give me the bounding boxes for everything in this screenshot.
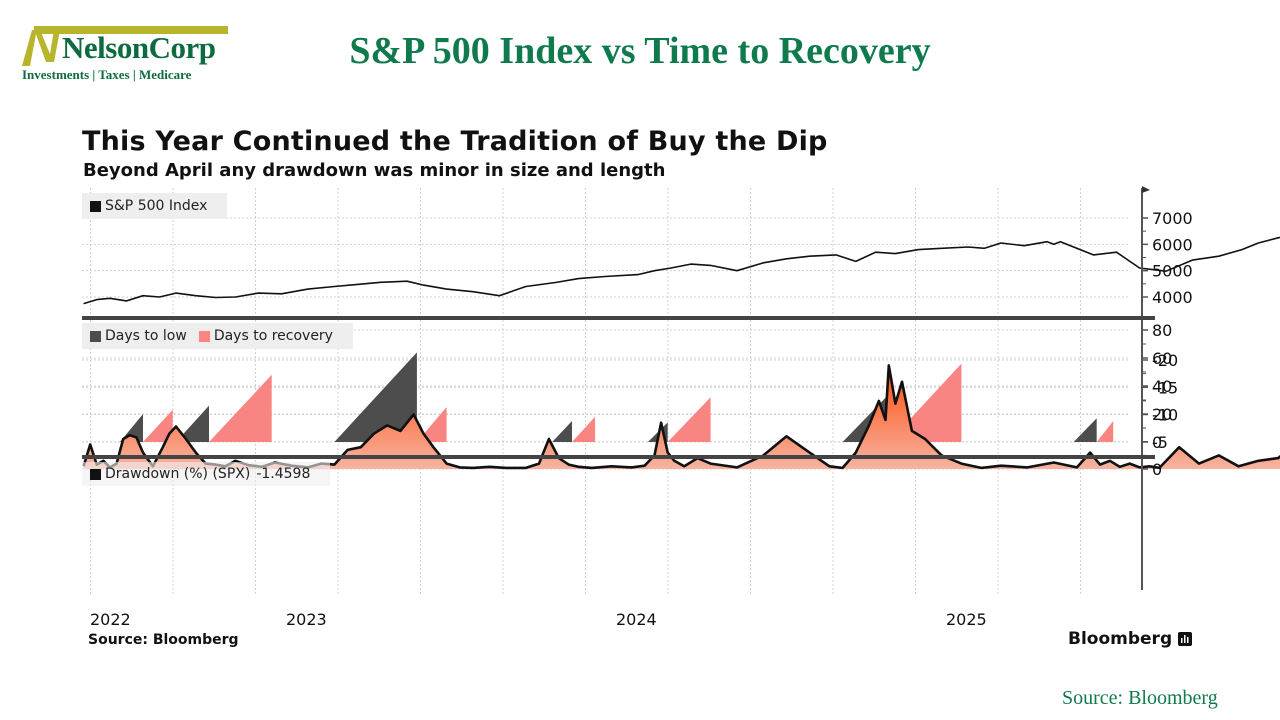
legend-value: -1.4598 — [256, 466, 311, 482]
grid-lines — [82, 188, 1130, 595]
logo-bar — [34, 26, 228, 34]
legend-price: S&P 500 Index — [82, 193, 228, 219]
legend-item-days-to-low: Days to low — [90, 328, 187, 344]
days-to-recovery-triangle — [1096, 421, 1114, 442]
logo-tagline: Investments | Taxes | Medicare — [22, 67, 192, 82]
x-tick-label: 2023 — [286, 610, 327, 629]
x-tick-label: 2022 — [90, 610, 131, 629]
y-tick-label: 0 — [1152, 433, 1162, 452]
legend-swatch — [90, 468, 101, 480]
y-tick-label: 5000 — [1152, 262, 1193, 281]
y-tick-label: 0 — [1152, 460, 1162, 479]
days-to-recovery-triangle — [143, 409, 173, 442]
sp500-line — [83, 236, 1280, 305]
legend-drawdown: Drawdown (%) (SPX) -1.4598 — [82, 462, 331, 486]
chart-source: Source: Bloomberg — [88, 632, 239, 648]
legend-label: Days to low — [105, 328, 187, 344]
days-to-recovery-triangle — [572, 416, 596, 442]
drawdown-area — [83, 365, 1280, 469]
chart-title: This Year Continued the Tradition of Buy… — [82, 126, 828, 157]
y-tick-label: 7000 — [1152, 209, 1193, 228]
y-tick-label: 80 — [1152, 321, 1172, 340]
days-to-recovery-triangle — [667, 397, 711, 442]
legend-item-sp500: S&P 500 Index — [90, 198, 207, 214]
days-to-low-triangle — [176, 405, 209, 442]
y-tick-label: 6000 — [1152, 235, 1193, 254]
bloomberg-brand: Bloomberg — [1068, 629, 1193, 649]
x-tick-label: 2025 — [946, 610, 987, 629]
days-to-low-triangle — [1073, 418, 1097, 442]
legend-swatch — [90, 330, 101, 342]
legend-label: Days to recovery — [213, 328, 333, 344]
days-to-low-triangle — [552, 421, 572, 442]
legend-label: S&P 500 Index — [105, 198, 208, 214]
legend-label: Drawdown (%) (SPX) — [105, 466, 251, 482]
panel-separator — [82, 455, 1155, 459]
legend-item-drawdown: Drawdown (%) (SPX) -1.4598 — [90, 466, 310, 482]
days-to-low-triangle — [119, 414, 143, 442]
nelsoncorp-logo: NelsonCorp Investments | Taxes | Medicar… — [20, 26, 230, 84]
panel-separator — [82, 316, 1155, 320]
slide-source: Source: Bloomberg — [1062, 687, 1218, 709]
logo-n-mark-icon — [22, 30, 60, 66]
price-panel — [83, 236, 1280, 305]
days-panel — [119, 352, 1114, 442]
bloomberg-chart-icon — [1178, 632, 1193, 646]
y-tick-label: -20 — [1152, 351, 1178, 370]
chart-subtitle: Beyond April any drawdown was minor in s… — [83, 160, 666, 181]
days-to-low-triangle — [334, 352, 417, 442]
logo-name: NelsonCorp — [62, 30, 216, 65]
y-tick-label: 4000 — [1152, 288, 1193, 307]
y-tick-label: -10 — [1152, 406, 1178, 425]
legend-swatch — [198, 330, 210, 342]
legend-swatch — [90, 200, 101, 212]
y-tick-label: -15 — [1152, 378, 1178, 397]
slide-title: S&P 500 Index vs Time to Recovery — [349, 30, 931, 72]
y-tick-label: 40 — [1152, 377, 1172, 396]
days-to-recovery-triangle — [209, 374, 272, 442]
x-tick-label: 2024 — [616, 610, 657, 629]
y-axis-arrow — [1142, 186, 1150, 193]
y-tick-label: 20 — [1152, 405, 1172, 424]
legend-days: Days to low Days to recovery — [82, 323, 353, 349]
bloomberg-wordmark: Bloomberg — [1068, 629, 1173, 649]
y-tick-label: -5 — [1152, 433, 1168, 452]
legend-item-days-to-recovery: Days to recovery — [198, 328, 333, 344]
y-tick-label: 60 — [1152, 349, 1172, 368]
